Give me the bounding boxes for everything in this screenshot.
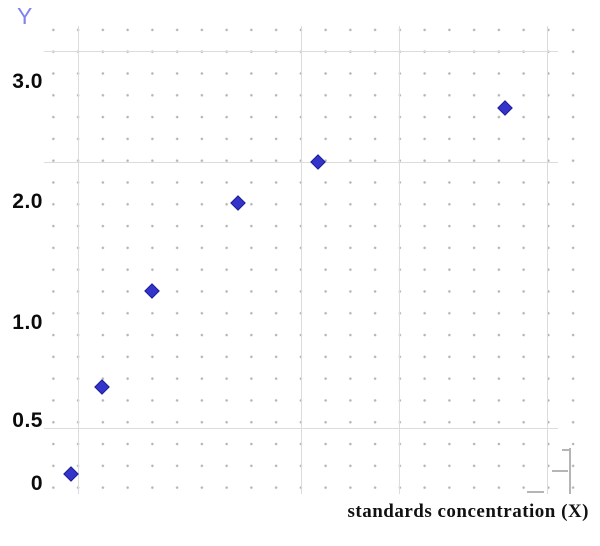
horizontal-gridline — [44, 162, 558, 163]
vertical-gridline — [301, 26, 302, 494]
data-point — [144, 283, 160, 299]
corner-fragment-top-dash — [562, 449, 571, 451]
corner-fragment-bottom-dash — [527, 491, 544, 493]
x-axis-title: standards concentration (X) — [347, 501, 589, 522]
data-point — [230, 195, 246, 211]
horizontal-gridline — [44, 428, 558, 429]
y-axis-title: Y — [17, 3, 33, 29]
y-tick-label: 0.5 — [12, 409, 43, 432]
vertical-gridline — [399, 26, 400, 494]
y-tick-label: 0 — [30, 472, 43, 495]
data-point — [497, 100, 513, 116]
y-tick-label: 1.0 — [12, 311, 43, 334]
data-point — [94, 379, 110, 395]
data-point — [310, 154, 326, 170]
dotted-grid — [41, 19, 587, 499]
data-point — [63, 466, 79, 482]
y-tick-label: 2.0 — [12, 190, 43, 213]
corner-fragment-middle-dash — [552, 470, 568, 472]
vertical-gridline — [78, 26, 79, 494]
y-tick-label: 3.0 — [12, 70, 43, 93]
vertical-gridline — [547, 26, 548, 494]
corner-fragment-right-edge — [569, 448, 571, 494]
horizontal-gridline — [44, 51, 558, 52]
